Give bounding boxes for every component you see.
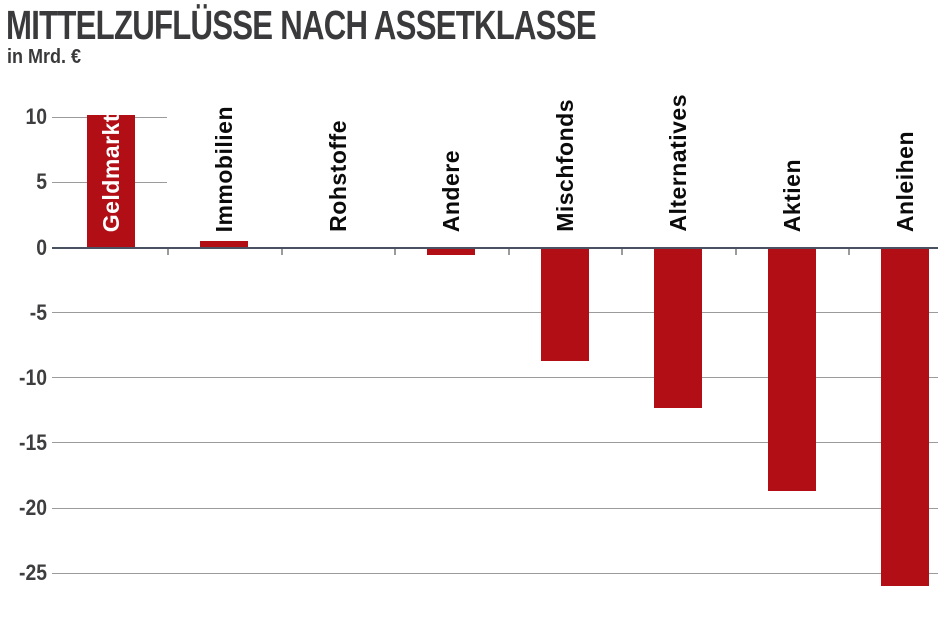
gridline: [52, 377, 938, 379]
bar-mischfonds: [540, 247, 589, 361]
y-tick-label: -25: [19, 560, 47, 586]
category-boundary-tick: [507, 249, 510, 255]
category-label: Anleihen: [892, 130, 918, 232]
category-boundary-tick: [621, 249, 624, 255]
category-boundary-tick: [394, 249, 397, 255]
bar-aktien: [767, 247, 816, 492]
gridline: [52, 572, 938, 574]
category-label: Alternatives: [665, 94, 691, 232]
chart-subtitle: in Mrd. €: [7, 46, 82, 68]
gridline: [52, 312, 938, 314]
gridline: [52, 442, 938, 444]
y-tick-label: -20: [19, 495, 47, 521]
category-label: Immobilien: [211, 105, 237, 232]
y-tick-label: -5: [29, 299, 47, 325]
bar-andere: [427, 247, 475, 256]
category-label: Geldmarkt: [97, 113, 124, 232]
y-tick-label: -10: [19, 364, 47, 390]
y-tick-label: 0: [36, 234, 47, 260]
bar-immobilien: [200, 240, 248, 248]
category-label: Andere: [438, 149, 464, 232]
category-boundary-tick: [734, 249, 737, 255]
bar-geldmarkt: [86, 114, 135, 248]
zero-axis-line: [52, 246, 938, 249]
category-label: Rohstoffe: [324, 120, 351, 232]
y-tick-label: 10: [25, 104, 47, 130]
bar-anleihen: [881, 247, 929, 587]
category-boundary-tick: [848, 249, 851, 255]
y-tick-label: -15: [19, 429, 47, 455]
y-tick-label: 5: [36, 169, 47, 195]
category-boundary-tick: [280, 249, 283, 255]
category-label: Aktien: [778, 158, 805, 232]
category-boundary-tick: [167, 249, 170, 255]
chart-title: MITTELZUFLÜSSE NACH ASSETKLASSE: [6, 2, 597, 48]
bar-alternatives: [654, 247, 702, 408]
gridline: [52, 507, 938, 509]
category-label: Mischfonds: [551, 99, 578, 232]
